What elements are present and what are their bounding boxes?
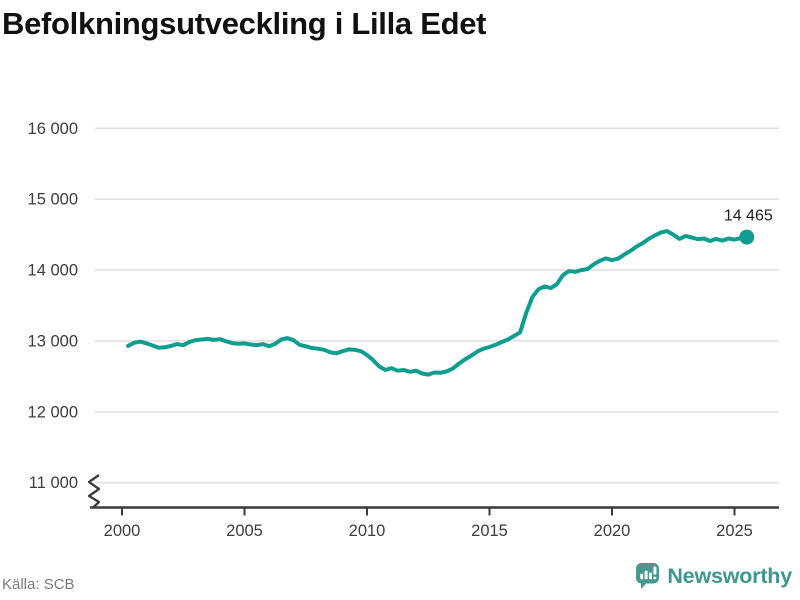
- latest-value-dot: [739, 229, 755, 245]
- y-axis-label: 15 000: [28, 191, 78, 209]
- y-axis-label: 16 000: [28, 120, 78, 138]
- y-axis-label: 13 000: [28, 332, 78, 350]
- source-note: Källa: SCB: [2, 576, 75, 593]
- x-axis-label: 2010: [349, 522, 386, 540]
- x-axis-label: 2020: [594, 522, 631, 540]
- x-axis-label: 2025: [716, 522, 753, 540]
- y-axis-label: 14 000: [28, 262, 78, 280]
- newsworthy-logo-icon: [636, 563, 660, 589]
- population-line: [126, 229, 749, 377]
- chart-title: Befolkningsutveckling i Lilla Edet: [2, 6, 487, 41]
- y-axis-label: 11 000: [29, 474, 78, 492]
- axis-break-mark: [87, 474, 101, 509]
- latest-value-label: 14 465: [724, 208, 773, 225]
- x-axis-label: 2000: [104, 522, 141, 540]
- y-axis-label: 12 000: [28, 403, 78, 421]
- newsworthy-logo-text: Newsworthy: [667, 563, 792, 588]
- x-axis-label: 2005: [226, 522, 263, 540]
- x-axis-label: 2015: [471, 522, 508, 540]
- newsworthy-logo[interactable]: Newsworthy: [635, 562, 792, 590]
